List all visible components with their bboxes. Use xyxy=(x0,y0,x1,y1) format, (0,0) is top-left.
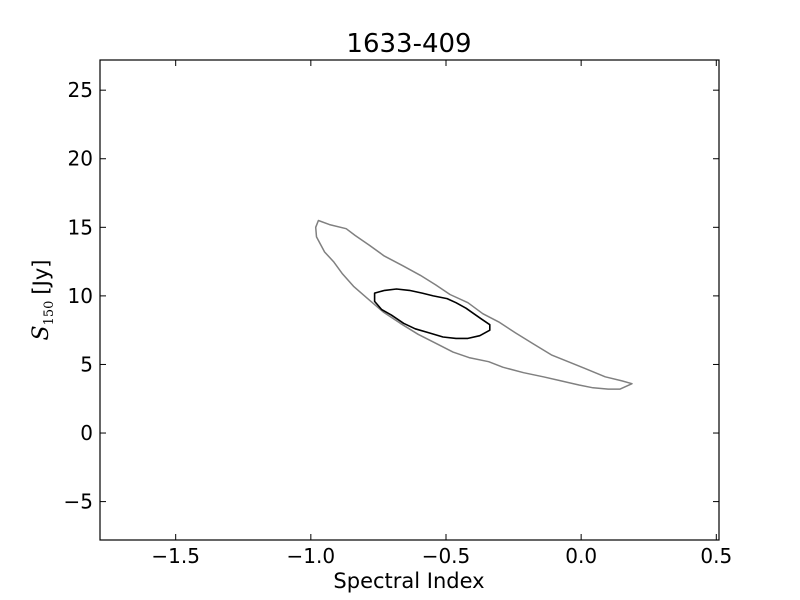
y-tick-label: 15 xyxy=(68,215,93,239)
y-axis-label-subscript: 150 xyxy=(42,301,57,326)
x-axis: −1.5 −1.0 −0.5 0.0 0.5 xyxy=(151,60,732,568)
plot-area xyxy=(99,59,720,541)
y-tick-label: 10 xyxy=(68,284,93,308)
y-tick-label: 5 xyxy=(80,352,93,376)
x-tick-label: −1.0 xyxy=(287,544,336,568)
outer-contour xyxy=(314,219,633,390)
x-tick-label: −0.5 xyxy=(422,544,471,568)
y-axis-label-unit: [Jy] xyxy=(29,260,53,295)
x-tick-label: 0.5 xyxy=(700,544,732,568)
y-axis: −5 0 5 10 15 20 25 xyxy=(64,78,719,514)
inner-contour xyxy=(373,288,491,340)
x-tick-label: 0.0 xyxy=(565,544,597,568)
y-axis-label-symbol: S xyxy=(29,325,54,340)
y-tick-label: −5 xyxy=(64,490,93,514)
chart-title: 1633-409 xyxy=(346,29,471,59)
y-tick-label: 0 xyxy=(80,421,93,445)
series-layer xyxy=(314,219,633,390)
x-axis-label: Spectral Index xyxy=(333,569,484,593)
y-tick-label: 25 xyxy=(68,78,93,102)
y-axis-label: S150 [Jy] xyxy=(29,260,57,341)
x-tick-label: −1.5 xyxy=(151,544,200,568)
y-tick-label: 20 xyxy=(68,147,93,171)
